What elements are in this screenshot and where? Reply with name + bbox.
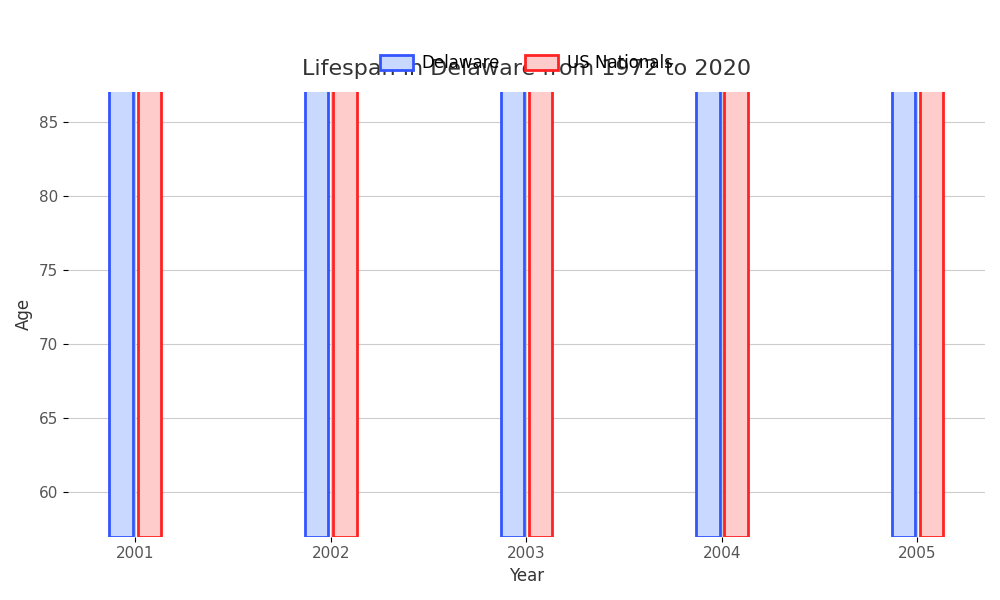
- Bar: [333, 0, 357, 537]
- Bar: [305, 0, 328, 537]
- Bar: [724, 0, 748, 537]
- Title: Lifespan in Delaware from 1972 to 2020: Lifespan in Delaware from 1972 to 2020: [302, 59, 751, 79]
- X-axis label: Year: Year: [509, 567, 544, 585]
- Bar: [109, 0, 133, 537]
- Bar: [501, 0, 524, 537]
- Legend: Delaware, US Nationals: Delaware, US Nationals: [373, 47, 679, 79]
- Y-axis label: Age: Age: [15, 298, 33, 331]
- Bar: [138, 0, 161, 537]
- Bar: [920, 0, 943, 537]
- Bar: [892, 0, 915, 537]
- Bar: [696, 0, 720, 537]
- Bar: [529, 0, 552, 537]
